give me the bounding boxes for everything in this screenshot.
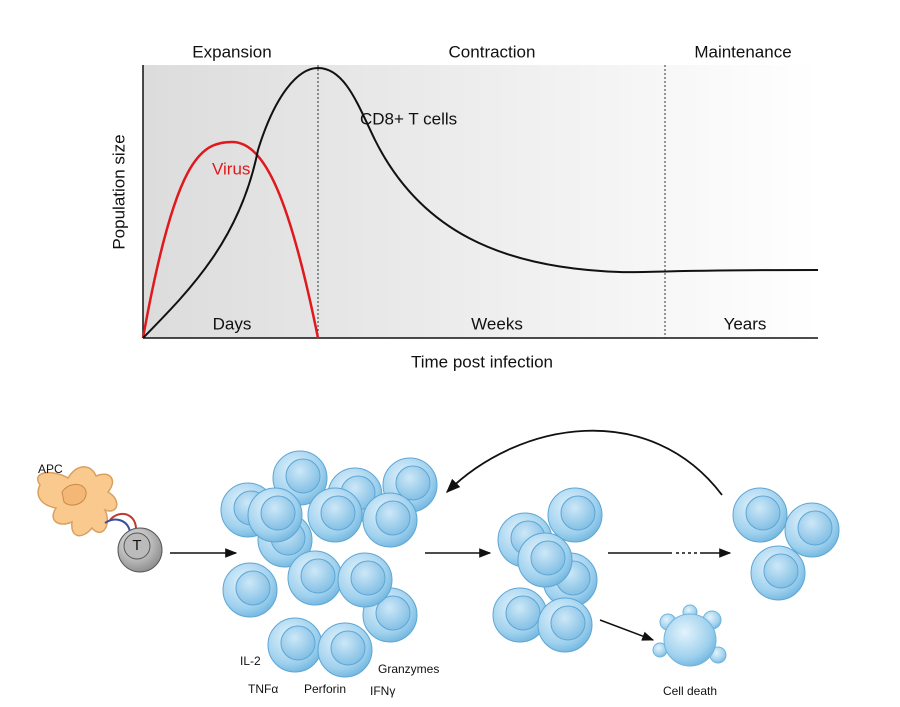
cell-nucleus [235,570,271,606]
cell-nucleus [375,500,411,536]
cell-nucleus [330,630,366,666]
cell-nucleus [350,560,386,596]
t-cell-curve [142,66,819,339]
synapse [104,518,131,533]
cell-nucleus [320,495,356,531]
cell-group [220,450,840,678]
dying-cell [652,604,727,667]
cell-nucleus [300,558,336,594]
cell-nucleus [280,625,316,661]
arrow [599,619,655,641]
virus-curve [141,140,320,339]
phase-label: Expansion [192,42,271,61]
cytokine-label: TNFα [248,682,278,696]
cell-nucleus [530,540,566,576]
cell-nucleus [260,495,296,531]
cell-nucleus [505,595,541,631]
phase-label: Maintenance [694,42,791,61]
apc-nucleus [61,484,87,506]
cell-nucleus [550,605,586,641]
cytokine-label: IFNγ [370,684,395,698]
x-axis-label: Time post infection [411,352,553,371]
y-axis-label: Population size [109,134,128,249]
cell-nucleus [395,465,431,501]
time-label: Years [724,314,767,333]
cell-nucleus [763,553,799,589]
plot-background [143,65,818,338]
cytokine-label: Granzymes [378,662,439,676]
curve-label: Virus [212,159,250,178]
cell-nucleus [745,495,781,531]
phase-label: Contraction [449,42,536,61]
synapse [109,512,137,529]
curve-label: CD8+ T cells [360,109,457,128]
recall-arrow [445,429,723,496]
cell-nucleus [560,495,596,531]
cytokine-label: IL-2 [240,654,261,668]
cell-nucleus [375,595,411,631]
dying-cell-body [663,613,717,667]
cell-nucleus [797,510,833,546]
t-cell-nucleus [123,532,151,560]
time-label: Weeks [471,314,523,333]
cell-nucleus [285,458,321,494]
time-label: Days [213,314,252,333]
t-cell-label: T [132,537,141,554]
cytokine-label: Perforin [304,682,346,696]
cell-death-label: Cell death [663,684,717,698]
apc-label: APC [38,462,63,476]
